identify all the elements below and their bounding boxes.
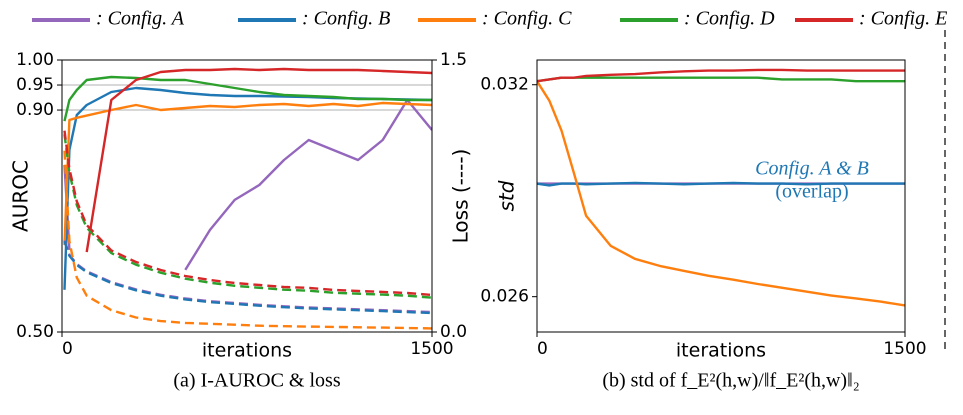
series-line	[537, 80, 905, 307]
legend-label: : Config. A	[96, 8, 185, 30]
y-tick-label: 1.00	[16, 50, 54, 70]
x-axis-label: iterations	[676, 340, 766, 362]
y2-tick-label: 0.0	[440, 322, 467, 342]
legend-label: : Config. C	[482, 8, 572, 30]
series-line	[63, 86, 432, 290]
legend-label: : Config. B	[302, 8, 390, 30]
y-axis-label: AUROC	[9, 160, 33, 232]
plot-lines	[537, 68, 905, 307]
annotation: Config. A & B	[755, 158, 869, 180]
y-tick-label: 0.026	[480, 287, 529, 307]
x-axis-label: iterations	[202, 340, 292, 362]
x-tick-label: 1500	[883, 339, 926, 359]
series-line	[537, 76, 905, 83]
series-line	[537, 68, 905, 83]
loss-line	[63, 240, 432, 314]
loss-line	[63, 134, 432, 299]
series-line	[85, 67, 432, 253]
subtitle: (a) I-AUROC & loss	[173, 370, 340, 392]
y2-axis-label: Loss (----)	[449, 149, 473, 244]
x-tick-label: 1500	[410, 339, 453, 359]
series-line	[537, 181, 905, 187]
loss-line	[63, 240, 432, 315]
plot-frame	[536, 59, 906, 333]
x-tick-label: 0	[537, 339, 548, 359]
subtitle: (b) std of f_E²(h,w)/‖f_E²(h,w)‖₂	[602, 370, 859, 392]
plot-lines	[63, 67, 432, 330]
legend-label: : Config. D	[684, 8, 775, 30]
series-line	[63, 101, 432, 245]
legend-label: : Config. E	[859, 8, 947, 30]
loss-line	[63, 130, 432, 297]
y-tick-label: 0.50	[16, 322, 54, 342]
y-tick-label: 0.95	[16, 75, 54, 95]
series-line	[63, 98, 432, 271]
x-tick-label: 0	[62, 339, 73, 359]
plot-frame	[61, 59, 433, 333]
annotation: (overlap)	[775, 181, 848, 203]
loss-line	[63, 150, 432, 330]
series-line	[63, 75, 432, 122]
y-axis-label: std	[495, 180, 519, 211]
y-tick-label: 0.032	[480, 75, 529, 95]
y2-tick-label: 1.5	[440, 50, 467, 70]
y-tick-label: 0.90	[16, 100, 54, 120]
